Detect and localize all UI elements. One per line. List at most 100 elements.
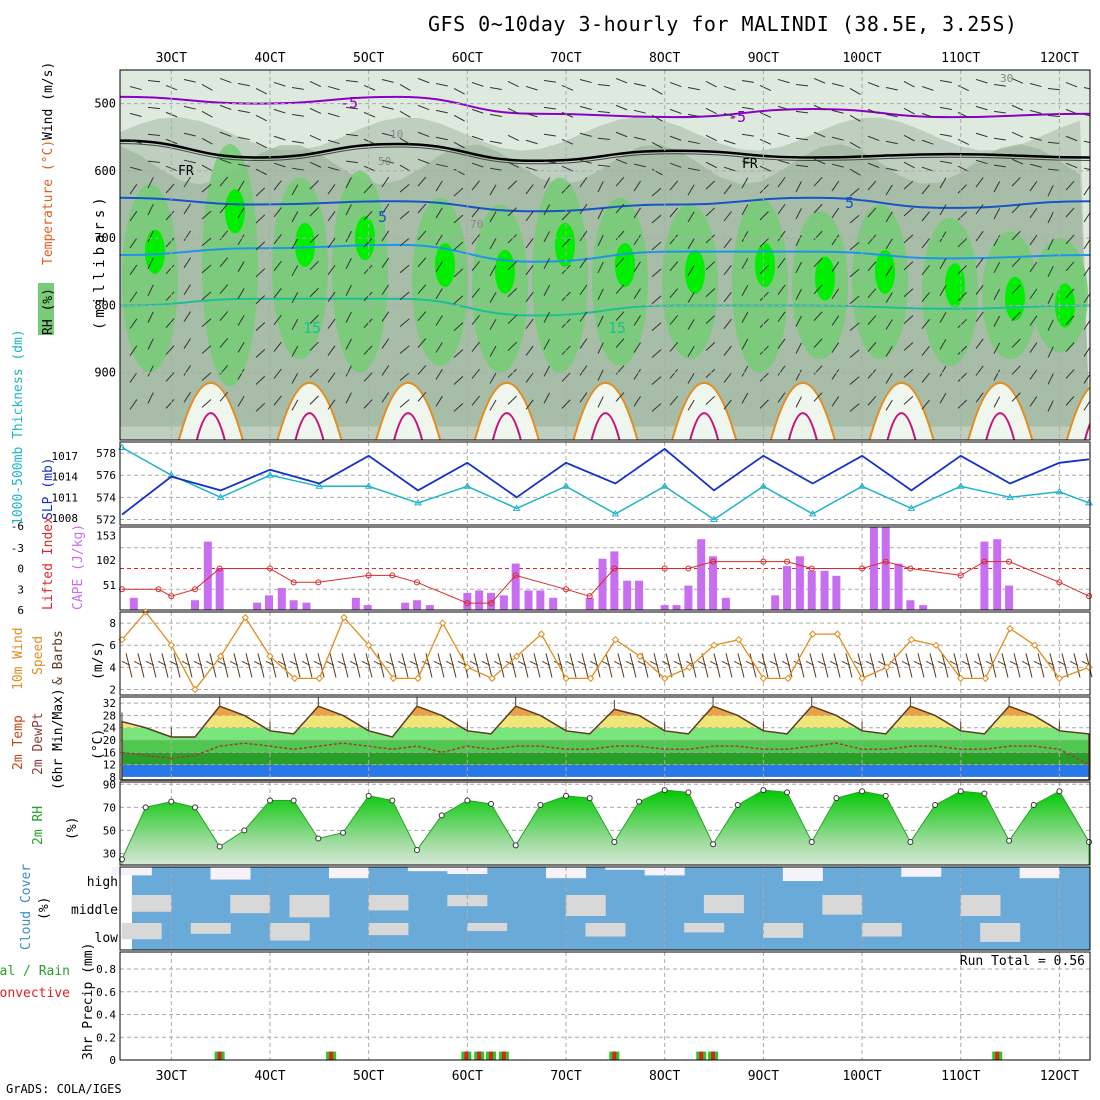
wind-barb (147, 133, 160, 137)
temp-band (121, 740, 1090, 753)
pressure-tick-label: 700 (94, 231, 116, 245)
cape-bar (499, 595, 508, 610)
wind-barb (129, 183, 138, 195)
top-day-label: 9OCT (748, 51, 779, 66)
wind-barb (345, 392, 352, 404)
top-day-label: 7OCT (550, 51, 581, 66)
wind-barb-flag (121, 660, 131, 666)
wind-barb (741, 160, 754, 164)
wind-barb (381, 132, 394, 137)
wind-barb-flag (829, 660, 839, 666)
rh-point (833, 795, 840, 802)
wind-barb (831, 315, 840, 326)
wind-barb-flag (157, 660, 167, 666)
rh-bright-core (495, 249, 515, 294)
wind-barb (1047, 168, 1060, 171)
wind-barb (795, 181, 802, 193)
wind-barb (813, 257, 823, 268)
wind-barb (741, 177, 749, 189)
wind-barb (399, 399, 410, 408)
wind-barb (849, 295, 860, 305)
cloud-low-bar (684, 923, 725, 933)
wind-barb (1047, 141, 1060, 145)
rh-point (389, 797, 396, 804)
rh-point (488, 800, 495, 807)
wind-speed-point (414, 674, 422, 683)
wind-barb (525, 139, 538, 145)
wind-barb (291, 211, 299, 223)
rh-legend-swatch (38, 283, 54, 335)
wind-barb (399, 318, 410, 328)
wind-barb (993, 83, 1006, 87)
wind-barb (417, 257, 427, 268)
rh-point (1006, 837, 1013, 844)
thickness-point (414, 498, 422, 506)
wind-barb (741, 204, 749, 216)
wind-barb (1065, 288, 1075, 299)
cape-label: CAPE (J/kg) (71, 524, 86, 610)
wind-barb (939, 231, 947, 243)
wind-barb (885, 140, 898, 145)
wind-barb (975, 338, 984, 349)
wind-barb (129, 139, 142, 144)
cape-bar (536, 590, 545, 610)
wind-barb (957, 85, 970, 92)
wind-barb (741, 338, 749, 350)
wind-barb (957, 184, 967, 194)
wind-barb (147, 284, 154, 296)
wind-barb (1065, 342, 1075, 352)
wind-barb (813, 338, 823, 348)
wind-barb (687, 319, 695, 330)
wind-barb (201, 110, 213, 118)
wind-barb (777, 365, 786, 376)
wind-barb (129, 345, 138, 356)
wind-barb (363, 210, 373, 221)
wind-barb (165, 372, 175, 382)
wind-barb-flag (769, 660, 779, 666)
wind-barb (687, 372, 695, 384)
wind-barb-flag (301, 660, 311, 666)
wind-barb (1065, 162, 1078, 169)
cloud-low-bar (467, 923, 508, 932)
rh-point (859, 788, 866, 795)
wind-barb (615, 77, 628, 84)
wind-barb (705, 261, 716, 271)
wind-barb (975, 159, 988, 165)
wind-speed-point (932, 641, 940, 649)
slp-tick-label: 1011 (52, 491, 79, 504)
rh-tick-label: 90 (103, 778, 116, 791)
wind-barb (381, 78, 394, 83)
temp-tick-label: 20 (103, 734, 116, 747)
slp-line (121, 447, 1090, 516)
wind-barb (939, 177, 947, 189)
wind-barb (867, 108, 880, 115)
wind-barb (471, 207, 480, 218)
wind-barb (255, 348, 266, 358)
wind-barb (993, 315, 1001, 327)
wind-barb-flag (1021, 660, 1031, 666)
wind-barb (273, 261, 282, 272)
temp-tick-label: 12 (103, 759, 116, 772)
wind-tick-label: 4 (109, 661, 116, 674)
wind-barb (687, 86, 700, 91)
rh-point (882, 792, 889, 799)
rh-point (734, 802, 741, 809)
wind-barb (471, 288, 480, 299)
wind-barb (561, 165, 574, 172)
cloud-middle-bar (131, 895, 172, 912)
contour-label-15: 15 (303, 319, 321, 337)
wind-barb-flag (601, 660, 611, 666)
wind-barb (489, 140, 502, 144)
wind-barb (327, 237, 336, 249)
wind-barb (183, 230, 191, 242)
wind-barb (543, 338, 551, 350)
wind-barb (831, 261, 840, 273)
wind-barb (705, 180, 716, 190)
wind-barb (219, 158, 232, 164)
wind-barb (615, 158, 628, 165)
wind-barb (363, 399, 373, 409)
wind-barb-flag (145, 660, 155, 666)
wind-barb-flag (133, 660, 143, 666)
rh-bright-core (685, 249, 705, 294)
wind-barb (975, 257, 984, 269)
